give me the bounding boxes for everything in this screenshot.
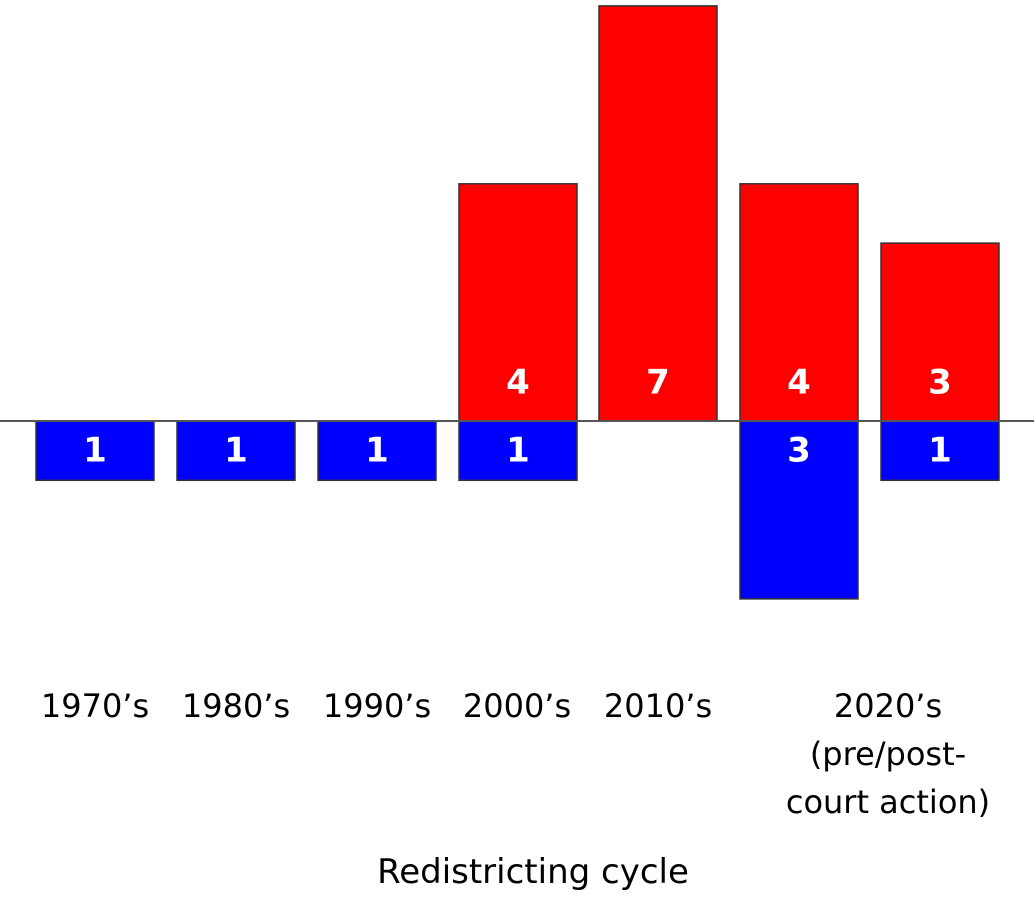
downward-bars: [35, 420, 1000, 600]
category-label-3: 2000’s: [463, 687, 571, 725]
category-label-5: 2020’s (pre/post-court action): [786, 687, 990, 821]
category-label-4: 2010’s: [604, 687, 712, 725]
bar-blue-1: [176, 420, 296, 482]
bar-blue-0-value-label: 1: [83, 431, 107, 471]
bar-red-5-1: [880, 242, 1000, 422]
bar-blue-2: [317, 420, 437, 482]
x-axis-title: Redistricting cycle: [377, 852, 689, 892]
bar-red-5-1-value-label: 3: [928, 363, 952, 403]
bar-blue-5-1-value-label: 1: [928, 431, 952, 471]
upward-bars: [458, 5, 1000, 422]
bar-blue-1-value-label: 1: [224, 431, 248, 471]
value-labels: 4 7 4 3 1 1 1 1 3 1: [83, 363, 952, 471]
bar-red-3: [458, 183, 578, 422]
category-label-2: 1990’s: [323, 687, 431, 725]
bar-red-5-0-value-label: 4: [787, 363, 811, 403]
bar-blue-5-0-value-label: 3: [787, 431, 811, 471]
bar-blue-3: [458, 420, 578, 482]
bar-red-5-0: [739, 183, 859, 422]
bar-blue-3-value-label: 1: [506, 431, 530, 471]
bar-blue-5-1: [880, 420, 1000, 482]
category-labels: 1970’s 1980’s 1990’s 2000’s 2010’s 2020’s (pre…: [41, 687, 990, 821]
bar-red-4-value-label: 7: [646, 363, 670, 403]
bar-blue-5-0: [739, 420, 859, 600]
category-label-0: 1970’s: [41, 687, 149, 725]
bar-red-4: [598, 5, 718, 422]
bar-red-3-value-label: 4: [506, 363, 530, 403]
bar-blue-2-value-label: 1: [365, 431, 389, 471]
bar-blue-0: [35, 420, 155, 482]
category-label-1: 1980’s: [182, 687, 290, 725]
